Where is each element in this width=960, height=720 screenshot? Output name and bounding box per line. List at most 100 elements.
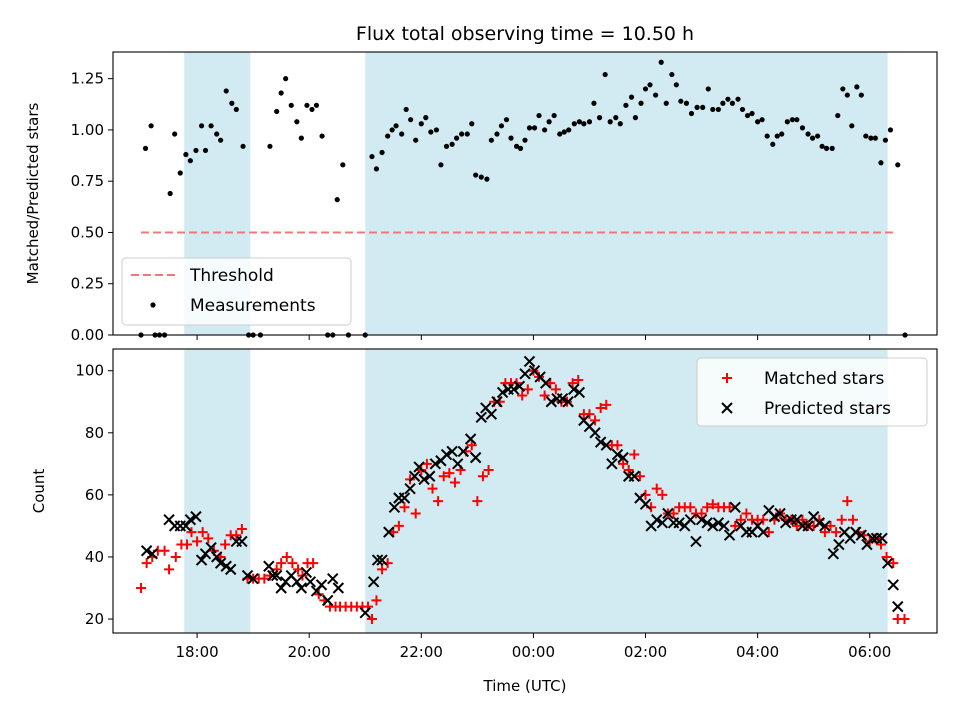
measurement-point <box>895 162 901 168</box>
matched-star-point <box>399 502 410 513</box>
measurement-point <box>438 162 444 168</box>
predicted-star-point <box>300 566 313 579</box>
predicted-star-point <box>214 557 227 569</box>
matched-star-point <box>651 483 662 494</box>
matched-star-point <box>668 508 679 519</box>
matched-star-point <box>584 409 595 420</box>
predicted-star-point <box>684 514 697 526</box>
measurement-point <box>735 96 741 102</box>
measurement-point <box>591 100 597 106</box>
y-tick-label: 0.75 <box>71 172 104 190</box>
predicted-star-point <box>562 396 574 408</box>
matched-star-point <box>483 465 494 476</box>
predicted-star-point <box>225 563 237 576</box>
measurement-point <box>882 137 889 143</box>
measurement-point <box>863 133 869 139</box>
predicted-star-point <box>519 368 531 380</box>
matched-star-point <box>791 520 802 531</box>
measurement-point <box>379 149 385 156</box>
predicted-star-point <box>404 482 416 495</box>
matched-star-point <box>730 520 741 531</box>
measurement-point <box>749 110 755 117</box>
measurement-point <box>513 143 520 149</box>
predicted-star-point <box>540 377 552 389</box>
predicted-star-point <box>408 470 421 482</box>
measurement-point <box>464 131 470 137</box>
x-tick-label: 18:00 <box>175 643 218 661</box>
measurement-point <box>849 123 855 129</box>
measurement-point <box>632 115 639 121</box>
predicted-star-point <box>855 529 868 541</box>
measurement-point <box>319 133 325 139</box>
legend-label-matched: Matched stars <box>764 369 884 389</box>
matched-star-point <box>136 582 147 593</box>
measurement-point <box>393 123 399 129</box>
measurement-point <box>183 151 189 158</box>
measurement-point <box>878 160 884 166</box>
measurement-point <box>428 129 434 135</box>
predicted-star-point <box>205 541 217 554</box>
predicted-star-point <box>210 551 223 563</box>
measurement-point <box>815 133 821 139</box>
matched-star-point <box>472 496 483 507</box>
predicted-star-point <box>673 517 685 529</box>
measurement-point <box>267 143 273 149</box>
measurement-point <box>546 119 552 125</box>
measurement-point <box>494 131 500 137</box>
matched-star-point <box>875 539 886 550</box>
measurement-point <box>710 106 716 113</box>
matched-star-point <box>466 440 477 451</box>
measurement-point <box>148 123 154 129</box>
measurement-point <box>715 106 721 113</box>
measurement-point <box>623 102 629 108</box>
measurement-point <box>799 125 806 131</box>
predicted-star-point <box>523 355 536 368</box>
ratio-x-ticks <box>196 335 871 340</box>
measurement-point <box>459 131 465 137</box>
predicted-star-point <box>275 582 287 594</box>
predicted-star-point <box>606 458 618 470</box>
predicted-star-point <box>594 436 607 448</box>
matched-star-point <box>539 390 550 401</box>
predicted-star-point <box>440 448 453 461</box>
predicted-star-point <box>367 576 380 588</box>
measurement-point <box>789 117 795 123</box>
predicted-star-point <box>639 498 652 510</box>
matched-star-point <box>371 595 382 606</box>
measurement-point <box>449 141 455 147</box>
predicted-star-point <box>446 445 458 458</box>
predicted-star-point <box>247 572 259 585</box>
count-y-ticks: 20 40 60 80 100 <box>75 362 113 628</box>
count-panel: 18:00 20:00 22:00 00:00 02:00 04:00 06:00 20 40… <box>30 348 938 695</box>
predicted-star-point <box>291 576 303 588</box>
measurement-point <box>647 82 653 88</box>
predicted-star-point <box>464 433 477 445</box>
measurement-point <box>385 133 391 139</box>
measurement-point <box>443 143 450 149</box>
predicted-star-point <box>757 526 769 538</box>
matched-star-point <box>888 558 899 569</box>
matched-star-point <box>629 449 640 460</box>
predicted-star-point <box>332 582 345 594</box>
predicted-star-point <box>327 572 339 585</box>
measurement-point <box>663 100 669 106</box>
measurement-point <box>522 137 528 143</box>
measurement-point <box>764 133 770 139</box>
y-tick-label: 20 <box>85 610 104 628</box>
measurement-point <box>536 112 542 119</box>
measurement-point <box>208 123 214 129</box>
matched-star-point <box>724 502 735 513</box>
predicted-star-point <box>768 510 781 523</box>
predicted-star-point <box>146 548 158 560</box>
measurement-point <box>413 137 419 143</box>
measurement-point <box>581 121 587 127</box>
shaded-interval <box>184 349 251 633</box>
ratio-legend: Threshold Measurements <box>121 257 352 326</box>
measurement-point <box>613 115 619 121</box>
predicted-star-point <box>475 411 487 423</box>
matched-star-point <box>231 530 242 541</box>
measurement-point <box>233 106 239 113</box>
predicted-star-point <box>508 383 520 396</box>
matched-star-point <box>595 402 606 413</box>
predicted-star-point <box>304 576 317 588</box>
